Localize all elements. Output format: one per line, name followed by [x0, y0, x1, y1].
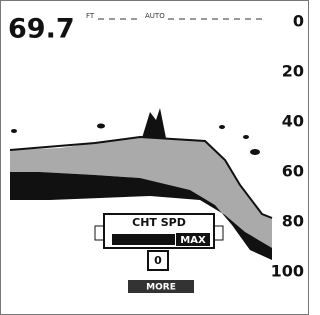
value: 0 [154, 254, 162, 267]
decrease-arrow[interactable] [95, 226, 104, 240]
depth-label: 80 [282, 212, 304, 231]
more-label[interactable]: MORE [146, 283, 176, 293]
depth-label: 0 [293, 12, 304, 31]
dialog-title: CHT SPD [132, 216, 186, 229]
depth-label: 20 [282, 62, 304, 81]
depth-label: 60 [282, 162, 304, 181]
depth-label: 100 [271, 262, 304, 281]
depth-readout: 69.7 [8, 14, 75, 45]
speed-bar [112, 234, 175, 245]
page: 69.7 FT AUTO 020406080100 CHT SPD MAX 0 … [0, 0, 320, 315]
depth-label: 40 [282, 112, 304, 131]
unit: FT [86, 12, 95, 20]
mode: AUTO [145, 12, 165, 20]
increase-arrow[interactable] [214, 226, 223, 240]
setting: MAX [180, 235, 206, 246]
